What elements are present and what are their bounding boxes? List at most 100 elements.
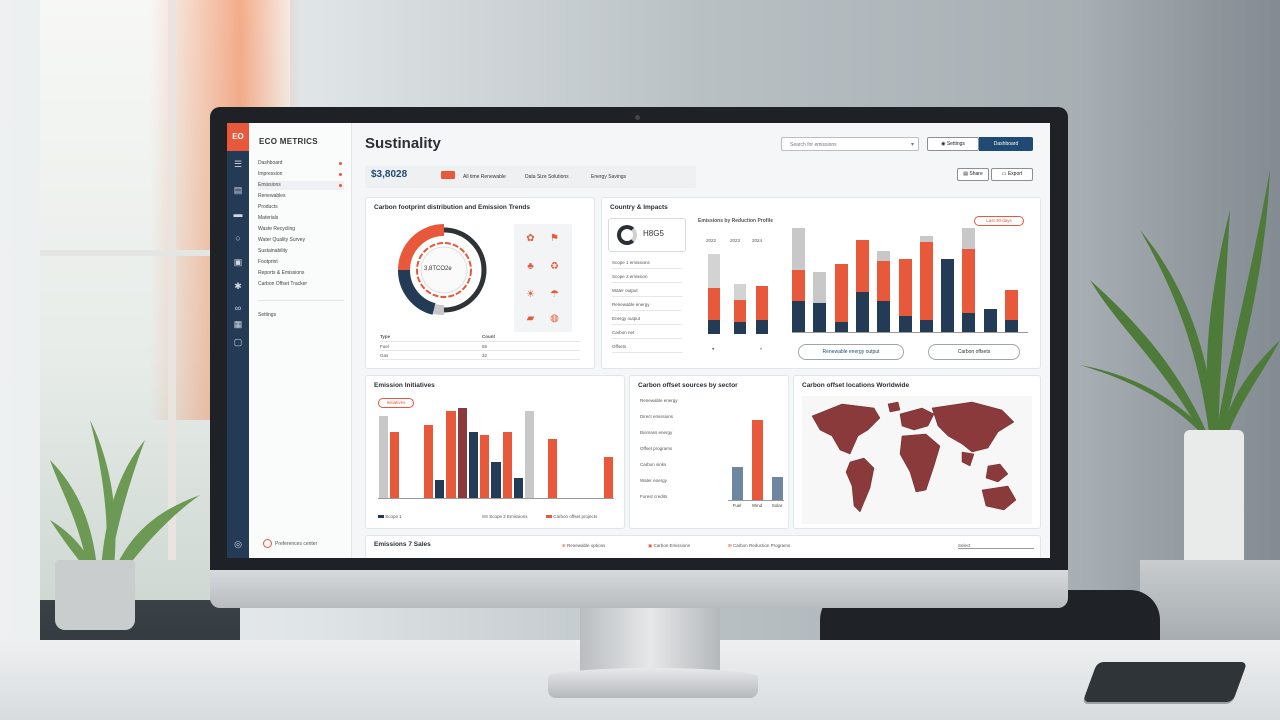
settings-button[interactable]: ◉ Settings (927, 137, 979, 151)
lock-icon[interactable]: ▢ (233, 337, 243, 347)
recycle-icon[interactable]: ♻ (550, 261, 559, 272)
sidebar-item-settings[interactable]: Settings (258, 312, 277, 318)
chart-bar (941, 259, 955, 332)
tab-savings[interactable]: Energy Savings (591, 174, 627, 180)
range-badge[interactable]: Last 30 days (974, 216, 1024, 226)
chart-bar (468, 431, 479, 498)
bar-chart (378, 396, 614, 498)
sidebar-item[interactable]: Materials (258, 215, 279, 221)
gear-icon[interactable]: ✱ (234, 281, 242, 291)
source-row: Renewable energy (640, 398, 678, 403)
divider (612, 338, 682, 339)
sidebar-item[interactable]: Sustainability (258, 248, 288, 254)
divider (612, 310, 682, 311)
source-row: Offset programs (640, 446, 673, 451)
legend-offsets[interactable]: Carbon offsets (928, 344, 1020, 360)
sidebar-item[interactable]: Water Quality Survey (258, 237, 306, 243)
tick-label: Fuel (732, 503, 742, 508)
chart-bar (547, 438, 557, 498)
factory-icon[interactable]: ⚑ (550, 233, 559, 244)
panel-title: Emission Initiatives (374, 382, 435, 389)
mini-label: 2022 (706, 238, 717, 243)
preferences-label: Preferences center (275, 540, 318, 547)
people-icon[interactable]: ♣ (527, 261, 534, 272)
x-axis (378, 498, 614, 499)
chart-bar (792, 228, 805, 270)
preferences-link[interactable]: Preferences center (263, 539, 317, 548)
chart-bar (877, 300, 891, 332)
globe-icon[interactable]: ◍ (550, 313, 559, 324)
sidebar-item[interactable]: Products (258, 204, 278, 210)
kpi-ring-icon (617, 225, 637, 245)
divider (380, 359, 580, 360)
source-row: Carbon sinks (640, 462, 667, 467)
help-icon[interactable]: ◎ (234, 539, 242, 549)
world-map[interactable] (802, 396, 1032, 524)
chart-bar (855, 292, 869, 332)
export-button[interactable]: ▭ Export (991, 168, 1033, 181)
divider (612, 282, 682, 283)
bottom-item[interactable]: ⊕ Renewable options (562, 543, 606, 548)
tab-renewable[interactable]: All time Renewable (463, 174, 506, 180)
chart-bar (423, 424, 434, 498)
info-icon: ◐ (760, 346, 763, 351)
kpi-row: Scope 2 emission (612, 274, 648, 279)
kpi-value: H8G5 (643, 229, 664, 238)
icon-grid: ✿ ⚑ ♣ ♻ ☀ ☂ ▰ ◍ (514, 224, 572, 332)
image-icon[interactable]: ▣ (233, 257, 243, 267)
chart-bar (919, 241, 933, 320)
sidebar-item[interactable]: Emissions (258, 181, 344, 190)
sidebar-item[interactable]: Footprint (258, 259, 278, 265)
kpi-row: Offsets (612, 344, 627, 349)
window-frame (168, 0, 176, 560)
divider (612, 268, 682, 269)
footprint-panel: Carbon footprint distribution and Emissi… (365, 197, 595, 369)
tab-data-size[interactable]: Data Size Solutions (525, 174, 569, 180)
total-amount: $3,8028 (371, 169, 408, 180)
truck-icon[interactable]: ▰ (526, 313, 535, 324)
drop-icon: ♦ (712, 346, 715, 351)
chart-bar (390, 431, 400, 498)
chart-bar (898, 259, 912, 317)
sidebar-item[interactable]: Impression (258, 170, 344, 179)
chat-icon[interactable]: ○ (235, 233, 241, 243)
dashboard-icon[interactable]: ▤ (233, 185, 243, 195)
chart-bar (446, 411, 456, 498)
select-dropdown[interactable]: Select (958, 543, 1034, 549)
sidebar-item[interactable]: Carbon Offset Tracker (258, 281, 308, 287)
chart-bar (491, 462, 501, 498)
link-icon[interactable]: ∞ (234, 303, 242, 313)
calendar-icon[interactable]: ▦ (233, 319, 243, 329)
kpi-row: Scope 1 emissions (612, 260, 650, 265)
briefcase-icon[interactable]: ▬ (233, 209, 243, 219)
water-icon[interactable]: ☂ (550, 289, 559, 300)
chart-bar (813, 271, 827, 303)
chart-bar (962, 248, 976, 314)
table-cell: 55 (482, 344, 488, 349)
dashboard-button[interactable]: Dashboard (979, 137, 1033, 151)
legend-renewable[interactable]: Renewable energy output (798, 344, 904, 360)
chart-bar (379, 416, 389, 498)
search-input[interactable]: Search for emissions ▾ (781, 137, 919, 151)
divider (258, 300, 344, 301)
chart-bar (962, 228, 976, 249)
sidebar-item[interactable]: Waste Recycling (258, 226, 296, 232)
app-logo[interactable]: ΕΟ (227, 123, 249, 151)
sidebar-item[interactable]: Dashboard (258, 159, 344, 168)
share-button[interactable]: ▤ Share (957, 168, 989, 181)
source-row: Biomass energy (640, 430, 673, 435)
bottom-item[interactable]: ▣ Carbon Emissions (648, 543, 691, 548)
sidebar-item[interactable]: Renewables (258, 193, 286, 199)
chart-subtitle: Emissions by Reduction Profile (698, 218, 774, 224)
initiatives-chip[interactable]: Initiatives (378, 398, 414, 408)
tick-label: Wind (751, 503, 763, 508)
menu-icon[interactable]: ☰ (233, 159, 243, 169)
leaf-icon[interactable]: ✿ (526, 233, 535, 244)
sun-icon[interactable]: ☀ (526, 289, 535, 300)
bottom-item[interactable]: ⊞ Carbon Reduction Programs (728, 543, 791, 548)
sidebar-item[interactable]: Reports & Emissions (258, 270, 305, 276)
chart-bar (1005, 290, 1018, 320)
mini-label: 2023 (730, 238, 741, 243)
x-axis (792, 332, 1028, 333)
chart-bar (752, 420, 763, 500)
